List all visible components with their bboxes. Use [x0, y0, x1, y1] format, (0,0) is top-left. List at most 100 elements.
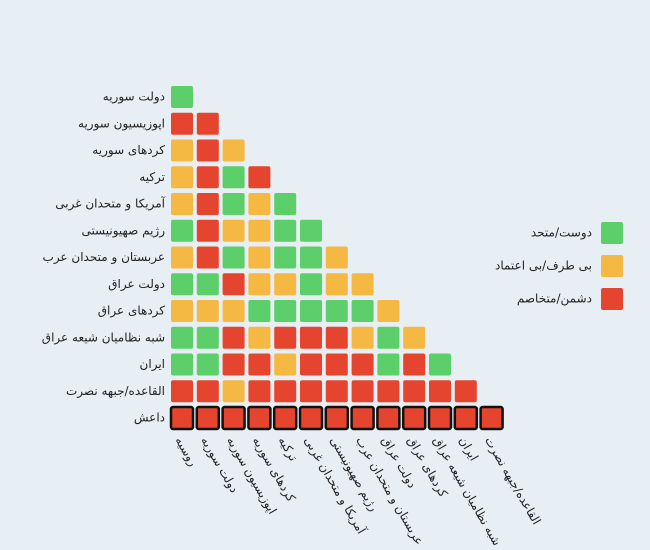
row-label: القاعده/جبهه نصرت — [66, 384, 165, 399]
cell — [274, 353, 297, 376]
cell — [196, 246, 219, 269]
cell — [171, 246, 193, 269]
cell — [171, 219, 193, 242]
cell — [351, 326, 374, 349]
cell — [248, 166, 271, 189]
cell — [325, 326, 348, 349]
cell — [222, 326, 245, 349]
cell — [171, 112, 193, 135]
cell — [377, 353, 400, 376]
cell — [196, 273, 219, 296]
cell — [479, 405, 504, 431]
cell — [196, 112, 219, 135]
cell — [222, 193, 245, 215]
cell — [222, 166, 245, 189]
cell — [351, 300, 374, 322]
cell — [248, 353, 271, 376]
cell — [325, 353, 348, 376]
cell — [429, 380, 451, 403]
cell — [171, 273, 193, 296]
cell — [325, 300, 348, 322]
cell — [298, 405, 324, 431]
cell — [300, 219, 322, 242]
cell — [454, 380, 477, 403]
row-label: اپوزیسیون سوریه — [78, 116, 165, 131]
cell — [196, 326, 219, 349]
legend-swatch — [601, 222, 623, 244]
cell — [196, 219, 219, 242]
column-label: روسیه — [172, 434, 201, 469]
row-label: دولت عراق — [108, 277, 165, 292]
cell — [351, 273, 374, 296]
cell — [248, 326, 271, 349]
cell — [221, 405, 246, 431]
cell — [453, 405, 479, 431]
cell — [171, 166, 193, 189]
cell — [196, 380, 219, 403]
row-label: ایران — [140, 357, 165, 372]
cell — [195, 405, 221, 431]
cell — [169, 405, 195, 431]
cell — [171, 326, 193, 349]
cell — [196, 300, 219, 322]
cell — [171, 86, 193, 108]
cell — [376, 405, 401, 431]
cell — [248, 219, 271, 242]
cell — [401, 405, 427, 431]
cell — [351, 353, 374, 376]
cell — [350, 405, 375, 431]
cell — [248, 380, 271, 403]
cell — [248, 193, 271, 215]
cell — [222, 380, 245, 403]
cell — [274, 193, 297, 215]
cell — [222, 300, 245, 322]
legend-swatch — [601, 288, 623, 310]
cell — [377, 326, 400, 349]
cell — [171, 139, 193, 162]
cell — [222, 353, 245, 376]
row-label: داعش — [134, 411, 165, 426]
cell — [247, 405, 272, 431]
cell — [196, 166, 219, 189]
cell — [300, 300, 322, 322]
cell — [403, 353, 426, 376]
cell — [222, 219, 245, 242]
cell — [300, 246, 322, 269]
cell — [171, 353, 193, 376]
cell — [325, 246, 348, 269]
row-label: کردهای عراق — [98, 304, 166, 319]
cell — [248, 300, 271, 322]
cell — [171, 300, 193, 322]
row-label: ترکیه — [139, 170, 165, 185]
cell — [325, 273, 348, 296]
cell — [324, 405, 350, 431]
row-label: رژیم صهیونیستی — [81, 223, 165, 238]
cell — [300, 326, 322, 349]
row-label: شبه نظامیان شیعه عراق — [42, 330, 165, 345]
cell — [274, 273, 297, 296]
row-label: کردهای سوریه — [92, 143, 165, 158]
cell — [196, 353, 219, 376]
cell — [274, 300, 297, 322]
cell — [171, 380, 193, 403]
row-label: آمریکا و متحدان غربی — [55, 196, 165, 212]
cell — [377, 380, 400, 403]
cell — [427, 405, 453, 431]
cell — [274, 246, 297, 269]
legend-label: دشمن/متخاصم — [517, 292, 592, 307]
cell — [351, 380, 374, 403]
cell — [222, 246, 245, 269]
cell — [300, 273, 322, 296]
column-label: ایران — [455, 434, 481, 464]
cell — [274, 326, 297, 349]
cell — [300, 353, 322, 376]
cell — [196, 139, 219, 162]
row-label: دولت سوریه — [103, 90, 165, 105]
legend-label: بی طرف/بی اعتماد — [495, 259, 592, 274]
legend-label: دوست/متحد — [531, 226, 592, 241]
column-label: القاعده/جبهه نصرت — [481, 434, 543, 527]
cell — [377, 300, 400, 322]
cell — [429, 353, 451, 376]
